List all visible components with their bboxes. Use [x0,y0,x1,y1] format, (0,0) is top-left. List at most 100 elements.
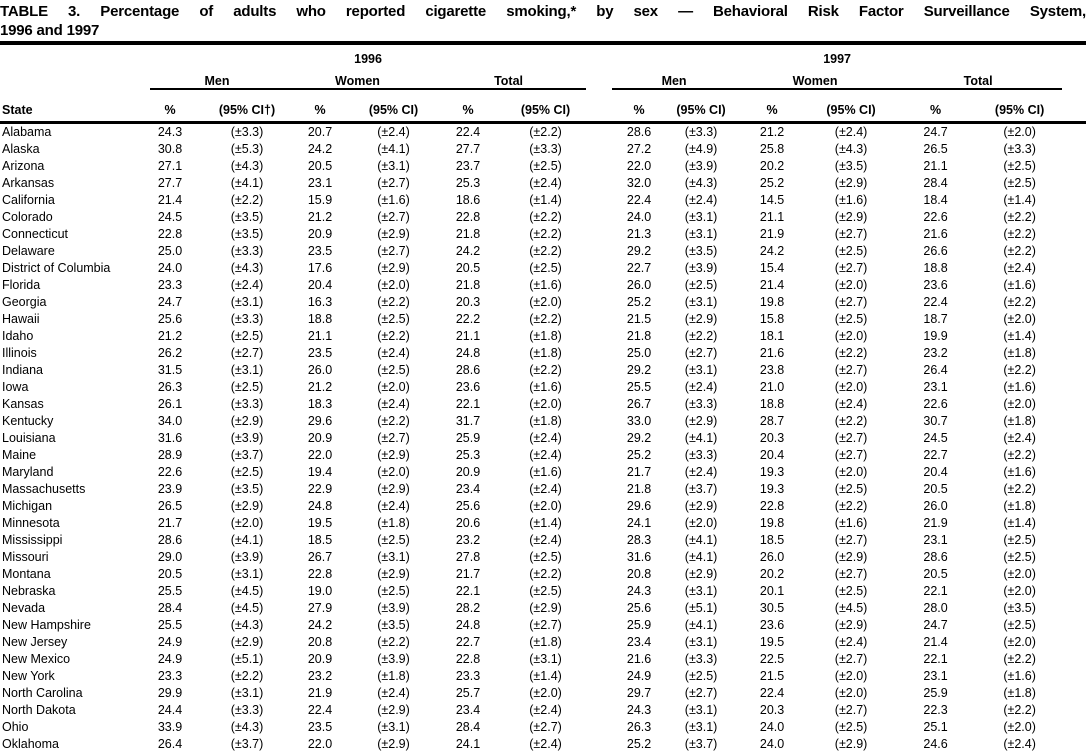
percent-cell: 22.0 [307,448,333,462]
ci-cell: (±2.4) [1003,261,1036,275]
ci-cell: (±2.4) [230,278,264,292]
table-row: Ohio 33.9 (±4.3) 23.5 (±3.1) 28.4 (±2.7) 26.3 (±… [0,719,1086,736]
percent-cell: 24.5 [923,431,948,445]
percent-cell: 30.5 [759,601,785,615]
ci-cell: (±1.6) [529,465,562,479]
percent-cell: 21.8 [455,227,481,241]
ci-cell: (±5.1) [684,601,718,615]
state-cell: Indiana [2,363,44,377]
percent-cell: 27.8 [455,550,481,564]
column-spacer [1062,549,1086,566]
ci-cell: (±2.9) [684,567,718,581]
percent-cell: 29.9 [157,686,183,700]
percent-header: % [736,89,809,124]
percent-cell: 20.9 [307,431,333,445]
percent-header: % [284,89,356,124]
state-cell: Montana [2,567,51,581]
percent-cell: 25.0 [157,244,183,258]
percent-cell: 15.4 [759,261,785,275]
percent-cell: 26.1 [157,397,183,411]
state-cell: New Mexico [2,652,71,666]
ci-cell: (±2.0) [1003,567,1036,581]
ci-cell: (±2.7) [377,210,410,224]
ci-cell: (±3.3) [684,125,718,139]
ci-header: (95% CI†) [210,89,284,124]
percent-cell: 26.2 [157,346,183,360]
ci-cell: (±3.3) [684,397,718,411]
percent-cell: 15.8 [759,312,785,326]
ci-cell: (±2.0) [1003,312,1036,326]
percent-cell: 20.5 [923,482,948,496]
percent-cell: 27.2 [626,142,652,156]
column-spacer [586,668,612,685]
percent-cell: 31.6 [626,550,652,564]
percent-header: % [150,89,210,124]
ci-cell: (±2.0) [1003,584,1036,598]
percent-cell: 24.3 [626,584,652,598]
ci-cell: (±2.4) [377,346,410,360]
group-header-men-1997: Men [612,66,737,90]
percent-cell: 21.2 [157,329,183,343]
ci-cell: (±1.4) [529,516,562,530]
ci-cell: (±3.1) [529,652,562,666]
ci-cell: (±2.7) [834,363,868,377]
ci-cell: (±2.5) [529,584,562,598]
percent-cell: 24.4 [157,703,183,717]
ci-cell: (±2.2) [529,210,562,224]
ci-cell: (±2.7) [834,295,868,309]
percent-cell: 20.7 [307,125,333,139]
column-spacer [1062,45,1086,89]
ci-cell: (±3.5) [684,244,718,258]
ci-cell: (±2.5) [230,380,264,394]
ci-cell: (±2.2) [230,669,264,683]
column-spacer [586,209,612,226]
percent-cell: 28.4 [157,601,183,615]
percent-cell: 26.4 [923,363,948,377]
percent-cell: 21.2 [759,125,785,139]
ci-header: (95% CI) [356,89,431,124]
ci-cell: (±2.5) [529,159,562,173]
column-spacer [1062,175,1086,192]
ci-cell: (±2.9) [377,482,410,496]
ci-cell: (±2.0) [834,278,868,292]
ci-cell: (±3.3) [1003,142,1036,156]
ci-cell: (±2.5) [1003,533,1036,547]
state-cell: Connecticut [2,227,69,241]
percent-cell: 19.0 [307,584,333,598]
ci-cell: (±3.9) [230,431,264,445]
ci-cell: (±2.0) [834,329,868,343]
ci-cell: (±1.6) [834,516,868,530]
percent-cell: 21.7 [626,465,652,479]
percent-cell: 22.6 [157,465,183,479]
table-title-line1: TABLE 3. Percentage of adults who report… [0,3,1086,20]
percent-cell: 18.8 [923,261,948,275]
state-cell: Iowa [2,380,29,394]
column-spacer [586,277,612,294]
percent-cell: 19.9 [923,329,948,343]
column-spacer [586,481,612,498]
table-row: Arkansas 27.7 (±4.1) 23.1 (±2.7) 25.3 (±2.4) 32… [0,175,1086,192]
percent-cell: 22.4 [455,125,481,139]
column-spacer [586,141,612,158]
column-spacer [1062,430,1086,447]
percent-cell: 19.4 [307,465,333,479]
ci-cell: (±3.7) [230,448,264,462]
percent-cell: 24.3 [626,703,652,717]
ci-cell: (±1.6) [529,278,562,292]
percent-cell: 24.7 [923,618,948,632]
ci-cell: (±3.9) [377,652,410,666]
percent-cell: 23.2 [455,533,481,547]
ci-cell: (±4.5) [230,601,264,615]
ci-cell: (±2.9) [834,176,868,190]
ci-cell: (±2.0) [230,516,264,530]
column-spacer [1062,277,1086,294]
ci-cell: (±3.9) [684,261,718,275]
ci-cell: (±2.9) [834,618,868,632]
ci-cell: (±3.3) [230,397,264,411]
percent-header: % [612,89,667,124]
percent-cell: 23.5 [307,244,333,258]
percent-cell: 26.0 [923,499,948,513]
percent-cell: 23.6 [759,618,785,632]
percent-cell: 25.2 [626,448,652,462]
